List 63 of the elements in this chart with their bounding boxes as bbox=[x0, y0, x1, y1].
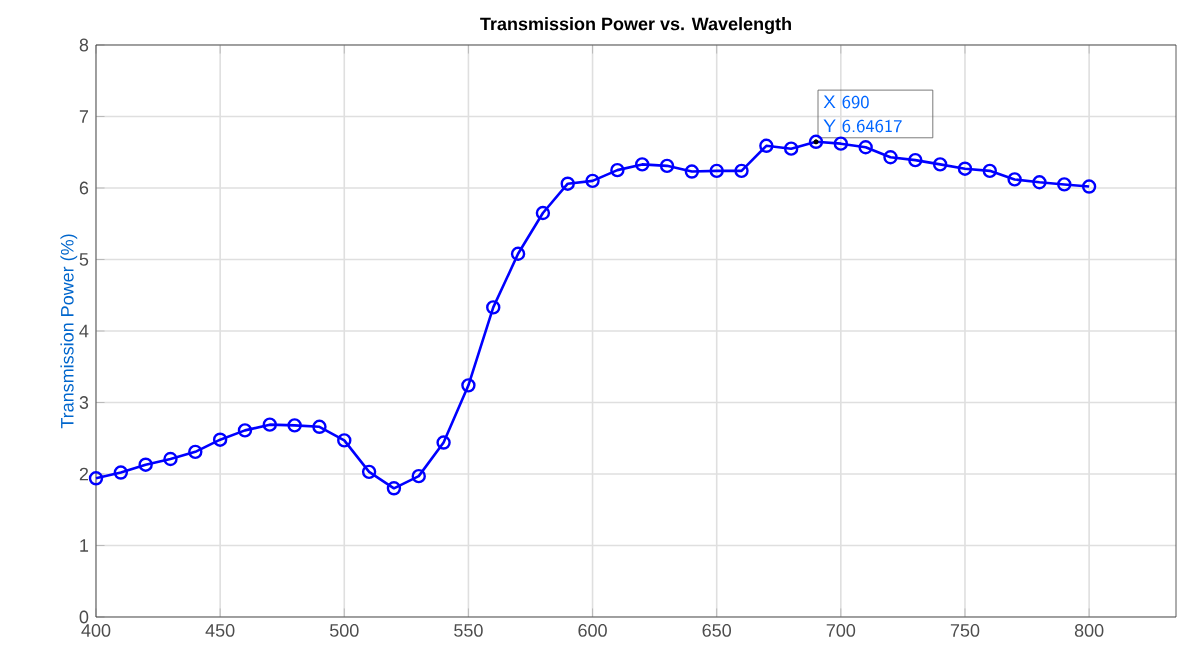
point bbox=[361, 464, 377, 480]
x-tick-label: 650 bbox=[702, 624, 732, 637]
y-tick-label: 7 bbox=[79, 110, 89, 123]
point bbox=[535, 205, 551, 221]
point bbox=[212, 432, 228, 447]
point bbox=[163, 451, 178, 467]
y-tick-label: 2 bbox=[79, 467, 89, 481]
point bbox=[982, 163, 997, 179]
point bbox=[709, 163, 724, 179]
point bbox=[262, 417, 277, 432]
x-tick-label: 700 bbox=[826, 624, 856, 637]
point bbox=[138, 457, 153, 472]
point bbox=[386, 481, 402, 496]
y-tick-label: 0 bbox=[79, 610, 89, 624]
annotation: X 690 bbox=[823, 95, 869, 109]
point bbox=[436, 435, 451, 450]
point bbox=[858, 140, 873, 155]
point bbox=[957, 161, 973, 176]
point bbox=[461, 378, 476, 393]
x-tick-label: 550 bbox=[454, 624, 483, 637]
point bbox=[883, 150, 898, 165]
point bbox=[1007, 172, 1022, 187]
point bbox=[734, 163, 749, 179]
y-tick-label: 4 bbox=[79, 324, 89, 338]
x-tick-label: 450 bbox=[205, 624, 235, 637]
point bbox=[585, 173, 600, 189]
point bbox=[560, 176, 575, 191]
point bbox=[783, 141, 799, 156]
x-tick-label: 600 bbox=[578, 624, 607, 637]
x-tick-label: 750 bbox=[950, 624, 980, 637]
point bbox=[833, 136, 849, 151]
chart-title: Transmission Power vs. Wavelength bbox=[480, 17, 791, 34]
y-tick-label: 8 bbox=[79, 38, 89, 52]
point bbox=[684, 164, 700, 179]
point bbox=[510, 246, 526, 261]
point bbox=[808, 134, 824, 149]
point bbox=[1057, 177, 1072, 192]
point bbox=[659, 158, 675, 174]
point bbox=[411, 468, 426, 484]
point bbox=[908, 152, 923, 168]
point bbox=[237, 423, 253, 438]
point bbox=[486, 300, 501, 315]
y-tick-label: 3 bbox=[79, 396, 89, 409]
x-tick-label: 500 bbox=[329, 624, 359, 637]
point bbox=[1032, 175, 1047, 190]
y-tick-label: 6 bbox=[79, 181, 89, 195]
point bbox=[759, 138, 774, 154]
point bbox=[610, 162, 625, 178]
point bbox=[188, 444, 203, 460]
point bbox=[88, 471, 104, 486]
y-tick-label: 5 bbox=[79, 253, 89, 266]
point bbox=[932, 157, 948, 172]
annotation: Y 6.64617 bbox=[823, 119, 902, 133]
point bbox=[312, 419, 327, 435]
point bbox=[337, 433, 352, 448]
y-tick-label: 1 bbox=[80, 539, 89, 552]
point bbox=[287, 418, 302, 433]
point bbox=[1081, 179, 1097, 194]
point bbox=[635, 157, 650, 172]
x-tick-label: 800 bbox=[1074, 624, 1104, 637]
x-tick-label: 400 bbox=[81, 624, 111, 637]
y-axis-title: Transmission Power (%) bbox=[60, 234, 78, 429]
point bbox=[113, 465, 129, 480]
